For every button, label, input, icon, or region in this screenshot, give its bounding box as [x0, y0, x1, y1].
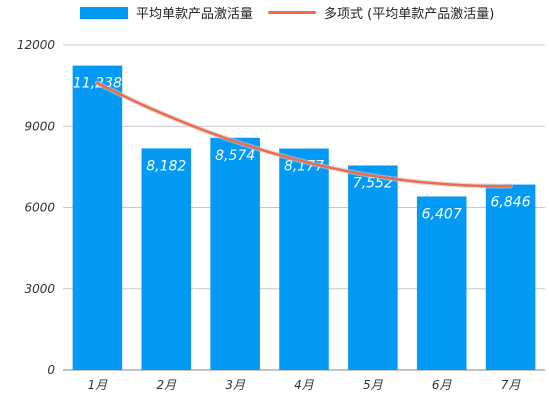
- y-tick-label-0: 0: [47, 363, 55, 377]
- legend-item-trendline[interactable]: 多项式 (平均单款产品激活量): [268, 3, 494, 22]
- trendline-group: [94, 80, 514, 189]
- y-tick-label-6000: 6000: [24, 201, 55, 215]
- x-axis: 1月 2月 3月 4月 5月 6月 7月: [88, 378, 522, 392]
- legend-trendline-label: 多项式 (平均单款产品激活量): [324, 7, 495, 22]
- x-tick-label-4: 4月: [294, 378, 315, 392]
- legend: 平均单款产品激活量 多项式 (平均单款产品激活量): [0, 3, 549, 23]
- legend-trendline-swatch: [268, 11, 316, 14]
- bar-4: [279, 148, 329, 370]
- y-tick-label-3000: 3000: [24, 282, 55, 296]
- legend-item-bar-series[interactable]: 平均单款产品激活量: [80, 3, 253, 22]
- x-tick-label-1: 1月: [88, 378, 109, 392]
- data-label-3: 8,574: [215, 148, 255, 164]
- trendline: [96, 81, 512, 188]
- y-axis: 0 3000 6000 9000 12000: [17, 38, 56, 377]
- bar-5: [348, 165, 398, 370]
- x-tick-label-3: 3月: [225, 378, 246, 392]
- bar-2: [141, 148, 192, 370]
- bar-1: [72, 65, 123, 370]
- y-tick-label-9000: 9000: [24, 119, 55, 133]
- bar-7: [485, 184, 536, 370]
- x-tick-label-7: 7月: [501, 378, 522, 392]
- x-tick-label-5: 5月: [363, 378, 384, 392]
- data-label-2: 8,182: [146, 158, 186, 174]
- x-tick-label-2: 2月: [156, 378, 177, 392]
- legend-bar-swatch: [80, 6, 128, 19]
- y-tick-label-12000: 12000: [17, 38, 56, 52]
- bar-6: [416, 196, 467, 370]
- bars: [72, 65, 536, 370]
- data-label-7: 6,846: [491, 195, 531, 211]
- x-tick-label-6: 6月: [432, 378, 453, 392]
- data-label-6: 6,407: [422, 206, 462, 222]
- legend-bar-label: 平均单款产品激活量: [136, 7, 254, 22]
- bar-3: [210, 137, 260, 370]
